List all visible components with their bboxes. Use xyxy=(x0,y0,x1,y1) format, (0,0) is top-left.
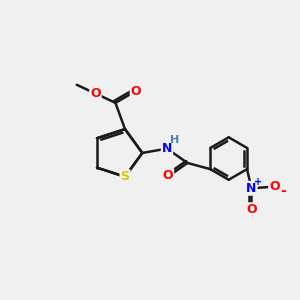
Text: -: - xyxy=(280,184,286,198)
Text: O: O xyxy=(246,203,257,216)
Text: O: O xyxy=(163,169,173,182)
Text: H: H xyxy=(170,135,179,146)
Text: N: N xyxy=(162,142,172,155)
Text: O: O xyxy=(131,85,141,98)
Text: O: O xyxy=(269,180,280,193)
Text: +: + xyxy=(254,177,262,188)
Text: S: S xyxy=(121,170,130,183)
Text: N: N xyxy=(246,182,256,195)
Text: O: O xyxy=(90,87,101,100)
